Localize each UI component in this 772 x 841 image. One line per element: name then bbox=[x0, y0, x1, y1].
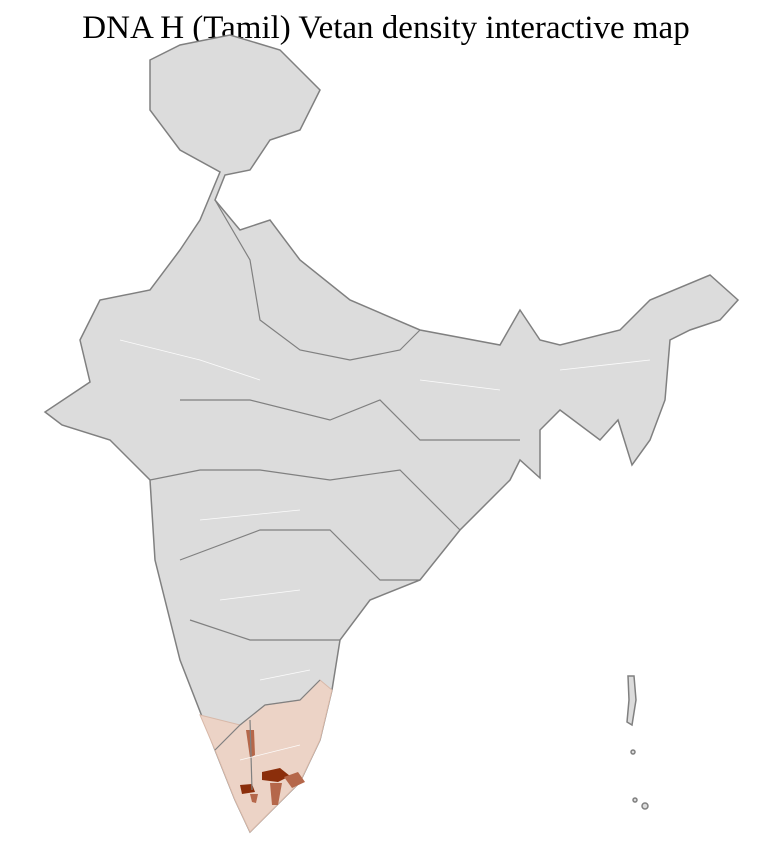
district-medium-density[interactable] bbox=[250, 794, 258, 803]
country-outline bbox=[43, 34, 740, 834]
state-borders bbox=[149, 199, 520, 791]
district-borders bbox=[119, 199, 651, 761]
district-medium-density[interactable] bbox=[270, 783, 282, 805]
district-medium-density[interactable] bbox=[284, 772, 305, 788]
district-high-density[interactable] bbox=[262, 768, 290, 782]
india-mainland[interactable] bbox=[43, 34, 740, 834]
andaman-nicobar-islands[interactable] bbox=[626, 675, 649, 810]
district-high-density[interactable] bbox=[240, 784, 255, 794]
map-title: DNA H (Tamil) Vetan density interactive … bbox=[82, 10, 690, 46]
